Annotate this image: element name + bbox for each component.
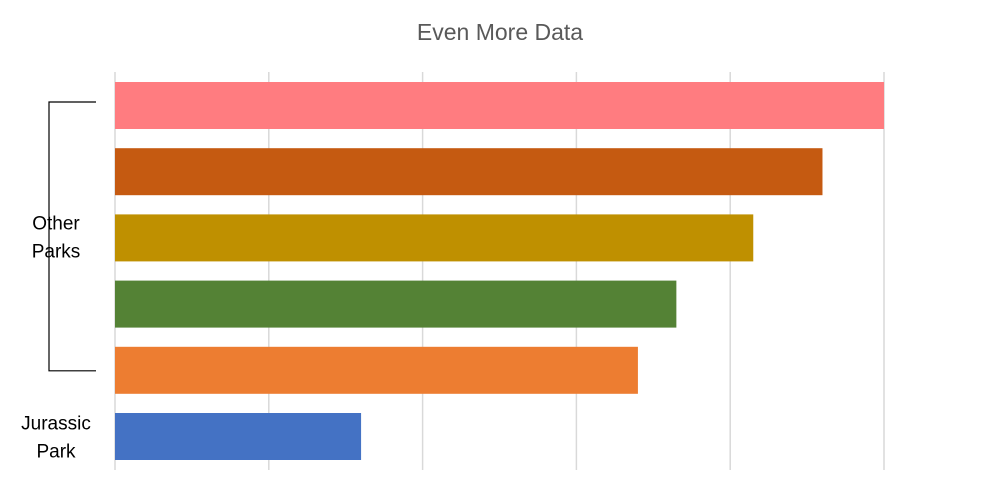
bar: [115, 346, 638, 394]
chart-title: Even More Data: [416, 19, 584, 45]
category-label: Other Parks: [32, 213, 81, 262]
bar: [115, 82, 884, 129]
bar: [115, 148, 823, 196]
bar: [115, 214, 754, 262]
category-label-line: Other: [32, 213, 80, 234]
category-label: Jurassic Park: [21, 414, 91, 463]
bars: [115, 82, 884, 460]
bar: [115, 280, 677, 328]
category-labels: Other Parks Jurassic Park: [21, 101, 96, 463]
bar: [115, 413, 362, 460]
gridlines: [114, 72, 885, 470]
group-bracket: [48, 101, 96, 372]
category-label-line: Park: [36, 442, 76, 463]
category-label-line: Parks: [32, 241, 81, 262]
category-label-line: Jurassic: [21, 414, 91, 435]
